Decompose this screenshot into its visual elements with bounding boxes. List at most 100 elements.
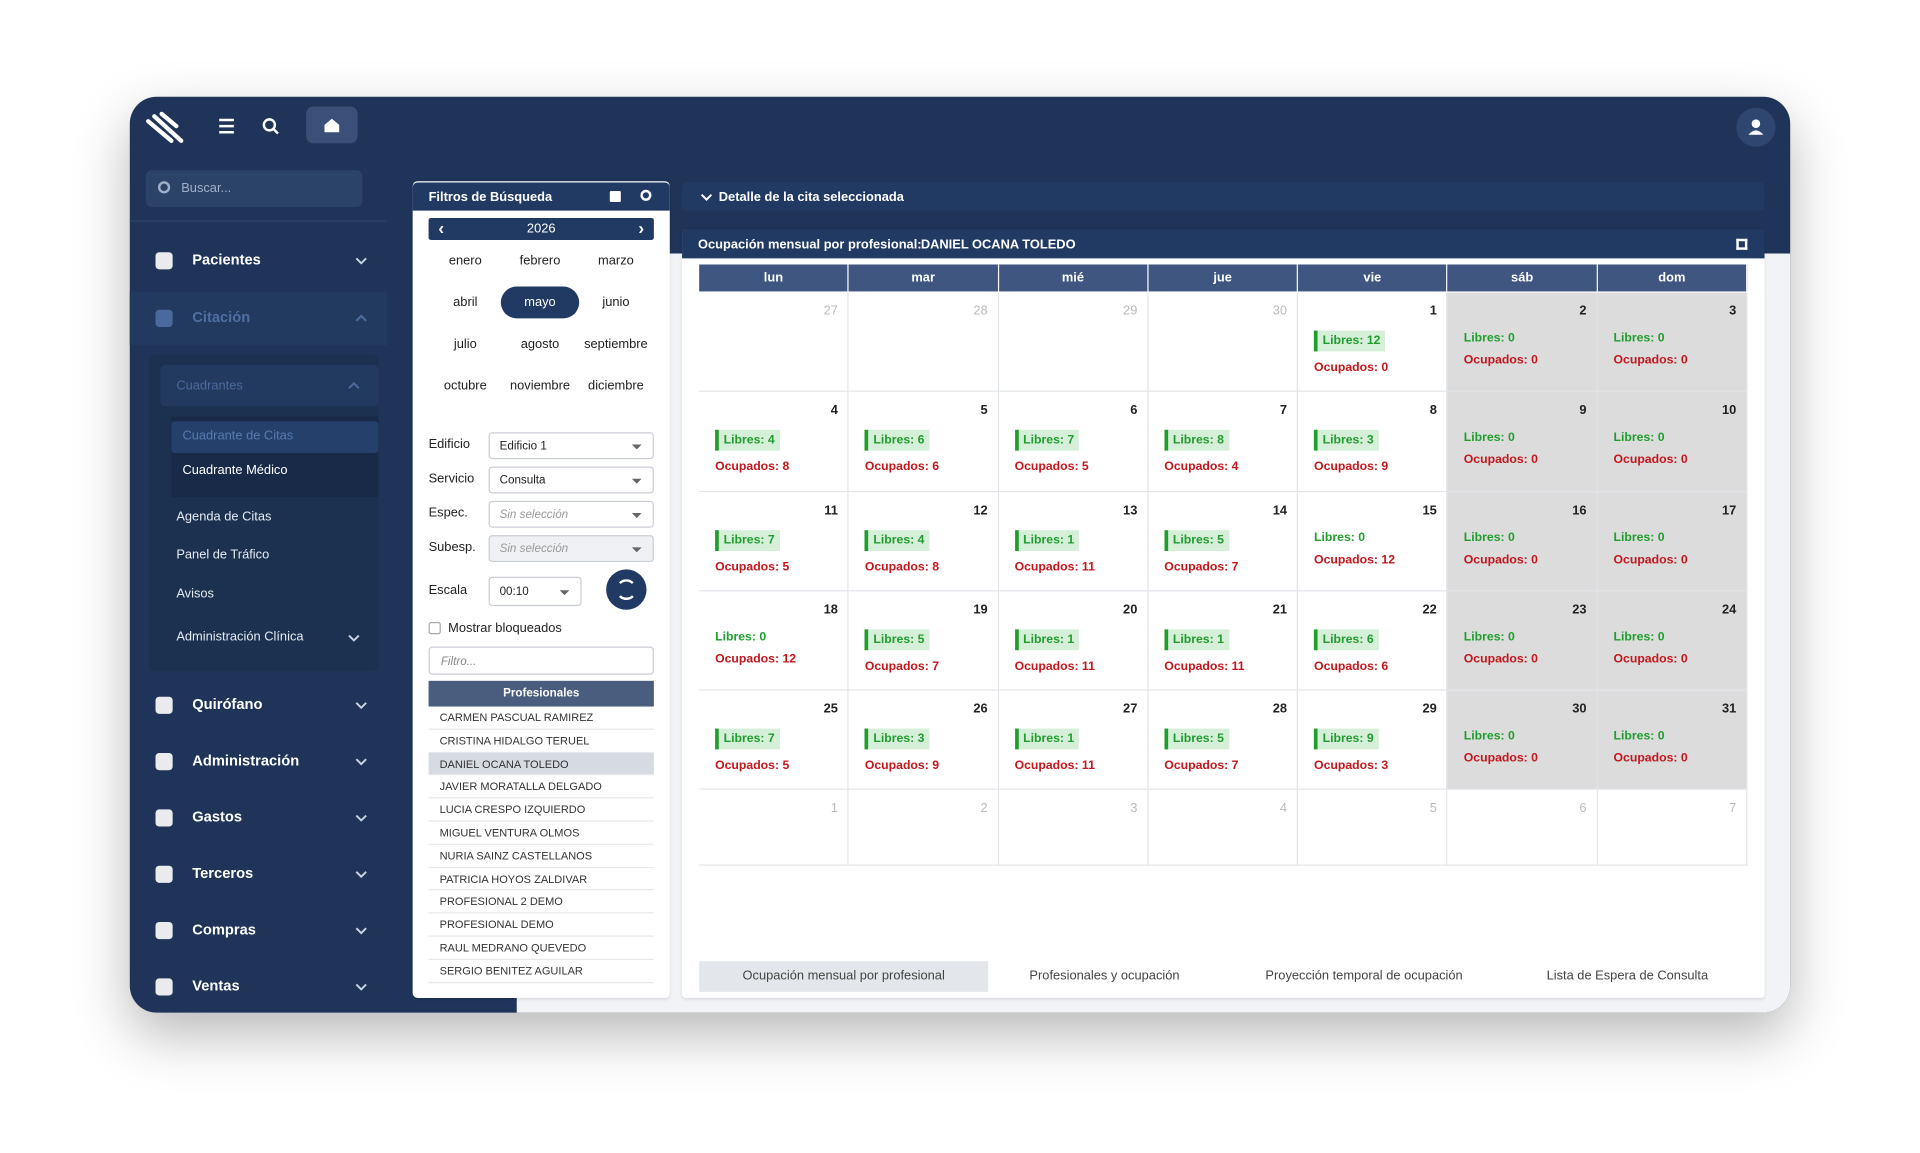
- select[interactable]: 00:10: [488, 576, 582, 607]
- day-cell[interactable]: 5 Libres: 6 Ocupados: 6: [848, 391, 999, 493]
- checkbox[interactable]: [428, 622, 441, 635]
- day-cell[interactable]: 30: [1148, 292, 1299, 392]
- day-cell[interactable]: 4 Libres: 4 Ocupados: 8: [699, 391, 849, 493]
- menu-item[interactable]: Gastos: [192, 808, 243, 826]
- menu-item[interactable]: Compras: [192, 920, 256, 938]
- menu-item[interactable]: Quirófano: [192, 695, 263, 713]
- professional-row[interactable]: PROFESIONAL DEMO: [428, 914, 654, 937]
- menu-item[interactable]: Citación: [192, 308, 251, 326]
- submenu-link[interactable]: Administración Clínica: [176, 629, 304, 645]
- month[interactable]: junio: [602, 295, 630, 310]
- calendar-icon[interactable]: [609, 191, 621, 203]
- submenu-link[interactable]: Agenda de Citas: [176, 509, 272, 525]
- day-cell[interactable]: 14 Libres: 5 Ocupados: 7: [1148, 492, 1299, 592]
- day-cell[interactable]: 6 Libres: 7 Ocupados: 5: [998, 391, 1149, 493]
- next-year[interactable]: ›: [638, 217, 645, 238]
- day-cell[interactable]: 7 Libres: 8 Ocupados: 4: [1148, 391, 1299, 493]
- day-cell[interactable]: 19 Libres: 5 Ocupados: 7: [848, 591, 999, 691]
- month[interactable]: enero: [448, 253, 482, 269]
- menu-item[interactable]: Terceros: [192, 864, 254, 882]
- select[interactable]: Edificio 1: [488, 432, 654, 460]
- sidebar-search[interactable]: Buscar...: [145, 170, 363, 207]
- month[interactable]: febrero: [519, 253, 561, 269]
- search-icon[interactable]: [640, 189, 652, 201]
- month[interactable]: mayo: [500, 286, 580, 319]
- tab[interactable]: Ocupación mensual por profesional: [699, 961, 989, 992]
- professional-row[interactable]: MIGUEL VENTURA OLMOS: [428, 822, 654, 845]
- tab[interactable]: Proyección temporal de ocupación: [1265, 968, 1463, 984]
- day-cell[interactable]: 6: [1447, 789, 1598, 866]
- day-cell[interactable]: 25 Libres: 7 Ocupados: 5: [699, 690, 849, 790]
- day-cell[interactable]: 7: [1597, 789, 1748, 866]
- select[interactable]: Sin selección: [488, 535, 654, 563]
- professional-row[interactable]: JAVIER MORATALLA DELGADO: [428, 776, 654, 799]
- day-cell[interactable]: 23 Libres: 0 Ocupados: 0: [1447, 591, 1598, 691]
- filter-input[interactable]: Filtro...: [428, 646, 654, 675]
- professional-row[interactable]: DANIEL OCANA TOLEDO: [428, 752, 654, 776]
- month[interactable]: noviembre: [509, 378, 571, 394]
- day-cell[interactable]: 2: [848, 789, 999, 866]
- fullscreen-button[interactable]: [1736, 238, 1748, 250]
- day-cell[interactable]: 28 Libres: 5 Ocupados: 7: [1148, 690, 1299, 790]
- month[interactable]: julio: [453, 336, 477, 352]
- day-cell[interactable]: 12 Libres: 4 Ocupados: 8: [848, 492, 999, 592]
- day-cell[interactable]: 27 Libres: 1 Ocupados: 11: [998, 690, 1149, 790]
- day-cell[interactable]: 28: [848, 292, 999, 392]
- professional-row[interactable]: PROFESIONAL 2 DEMO: [428, 891, 654, 914]
- search-button[interactable]: [262, 118, 279, 135]
- submenu-link[interactable]: Avisos: [176, 586, 214, 602]
- day-cell[interactable]: 22 Libres: 6 Ocupados: 6: [1298, 591, 1448, 691]
- menu-item[interactable]: Pacientes: [192, 251, 261, 269]
- day-cell[interactable]: 11 Libres: 7 Ocupados: 5: [699, 492, 849, 592]
- prev-year[interactable]: ‹: [438, 217, 445, 238]
- menu-button[interactable]: [218, 118, 235, 135]
- day-cell[interactable]: 13 Libres: 1 Ocupados: 11: [998, 492, 1149, 592]
- home-button[interactable]: [306, 106, 358, 144]
- day-cell[interactable]: 17 Libres: 0 Ocupados: 0: [1597, 492, 1748, 592]
- month[interactable]: abril: [453, 295, 478, 310]
- professional-row[interactable]: PATRICIA HOYOS ZALDIVAR: [428, 868, 654, 891]
- day-cell[interactable]: 16 Libres: 0 Ocupados: 0: [1447, 492, 1598, 592]
- day-cell[interactable]: 10 Libres: 0 Ocupados: 0: [1597, 391, 1748, 493]
- day-cell[interactable]: 4: [1148, 789, 1299, 866]
- day-cell[interactable]: 26 Libres: 3 Ocupados: 9: [848, 690, 999, 790]
- submenu-group[interactable]: Cuadrantes: [176, 378, 243, 394]
- professional-row[interactable]: LUCIA CRESPO IZQUIERDO: [428, 799, 654, 822]
- refresh-button[interactable]: [606, 569, 647, 610]
- day-cell[interactable]: 3 Libres: 0 Ocupados: 0: [1597, 292, 1748, 392]
- day-cell[interactable]: 1: [699, 789, 849, 866]
- day-cell[interactable]: 1 Libres: 12 Ocupados: 0: [1298, 292, 1448, 392]
- day-cell[interactable]: 30 Libres: 0 Ocupados: 0: [1447, 690, 1598, 790]
- professional-row[interactable]: NURIA SAINZ CASTELLANOS: [428, 845, 654, 868]
- day-cell[interactable]: 8 Libres: 3 Ocupados: 9: [1298, 391, 1448, 493]
- professional-row[interactable]: RAUL MEDRANO QUEVEDO: [428, 937, 654, 960]
- day-cell[interactable]: 2 Libres: 0 Ocupados: 0: [1447, 292, 1598, 392]
- menu-item[interactable]: Administración: [192, 751, 300, 769]
- select[interactable]: Sin selección: [488, 500, 654, 528]
- submenu-link[interactable]: Cuadrante de Citas: [182, 428, 294, 444]
- day-cell[interactable]: 21 Libres: 1 Ocupados: 11: [1148, 591, 1299, 691]
- month[interactable]: marzo: [598, 253, 634, 269]
- day-cell[interactable]: 9 Libres: 0 Ocupados: 0: [1447, 391, 1598, 493]
- month[interactable]: agosto: [520, 336, 560, 352]
- day-cell[interactable]: 5: [1298, 789, 1448, 866]
- day-cell[interactable]: 29: [998, 292, 1149, 392]
- day-cell[interactable]: 29 Libres: 9 Ocupados: 3: [1298, 690, 1448, 790]
- select[interactable]: Consulta: [488, 466, 654, 494]
- day-cell[interactable]: 24 Libres: 0 Ocupados: 0: [1597, 591, 1748, 691]
- day-cell[interactable]: 3: [998, 789, 1149, 866]
- professional-row[interactable]: CARMEN PASCUAL RAMIREZ: [428, 707, 654, 730]
- tab[interactable]: Profesionales y ocupación: [1029, 968, 1180, 984]
- month[interactable]: septiembre: [584, 336, 648, 352]
- day-cell[interactable]: 31 Libres: 0 Ocupados: 0: [1597, 690, 1748, 790]
- user-button[interactable]: [1736, 107, 1776, 147]
- month[interactable]: diciembre: [588, 378, 644, 394]
- submenu-link[interactable]: Cuadrante Médico: [182, 462, 288, 478]
- day-cell[interactable]: 20 Libres: 1 Ocupados: 11: [998, 591, 1149, 691]
- detail-bar[interactable]: Detalle de la cita seleccionada: [682, 182, 1765, 211]
- day-cell[interactable]: 15 Libres: 0 Ocupados: 12: [1298, 492, 1448, 592]
- menu-item[interactable]: Ventas: [192, 977, 240, 995]
- professional-row[interactable]: SERGIO BENITEZ AGUILAR: [428, 960, 654, 983]
- professional-row[interactable]: CRISTINA HIDALGO TERUEL: [428, 730, 654, 753]
- tab[interactable]: Lista de Espera de Consulta: [1546, 968, 1709, 984]
